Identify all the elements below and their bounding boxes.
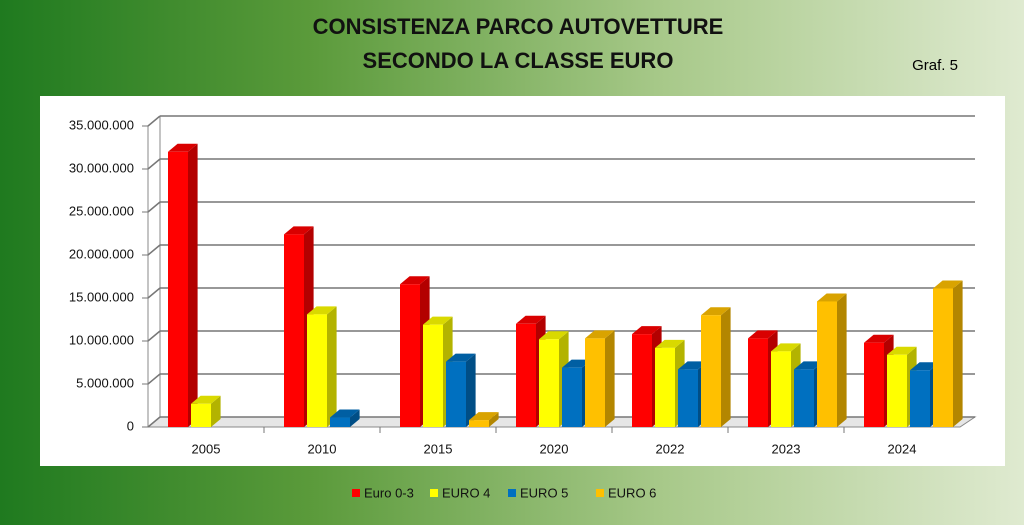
grid-line-side xyxy=(147,115,161,127)
y-tick-label: 5.000.000 xyxy=(76,375,134,390)
y-tick-label: 35.000.000 xyxy=(69,117,134,132)
legend-label: Euro 0-3 xyxy=(364,485,414,500)
chart-title: CONSISTENZA PARCO AUTOVETTURE xyxy=(313,14,724,39)
bar-top xyxy=(446,353,476,362)
y-tick-label: 30.000.000 xyxy=(69,160,134,175)
bar-side xyxy=(211,395,221,427)
y-tick-label: 10.000.000 xyxy=(69,332,134,347)
bar xyxy=(585,338,605,427)
bar-side xyxy=(953,280,963,427)
bar-top xyxy=(585,330,615,339)
legend-label: EURO 4 xyxy=(442,485,490,500)
bar-top xyxy=(864,334,894,343)
bar-top xyxy=(794,361,824,370)
bar xyxy=(655,347,675,427)
bar-top xyxy=(539,331,569,340)
bar xyxy=(910,370,930,427)
y-tick-label: 0 xyxy=(127,418,134,433)
bar xyxy=(400,284,420,427)
bar-top xyxy=(423,316,453,325)
bar xyxy=(446,361,466,427)
legend-label: EURO 5 xyxy=(520,485,568,500)
bar-side xyxy=(605,330,615,427)
legend-swatch xyxy=(508,489,516,497)
grid-line-side xyxy=(147,373,161,385)
grid-line-side xyxy=(147,201,161,213)
bar-top xyxy=(655,339,685,348)
bar xyxy=(562,367,582,427)
bar xyxy=(678,369,698,427)
bar xyxy=(191,403,211,427)
bar-side xyxy=(466,353,476,427)
bar-top xyxy=(910,362,940,371)
x-tick-label: 2022 xyxy=(656,441,685,456)
legend-swatch xyxy=(352,489,360,497)
x-tick-label: 2024 xyxy=(888,441,917,456)
chart-subtitle: SECONDO LA CLASSE EURO xyxy=(363,48,674,73)
x-tick-label: 2005 xyxy=(192,441,221,456)
legend-swatch xyxy=(596,489,604,497)
x-tick-label: 2020 xyxy=(540,441,569,456)
legend-swatch xyxy=(430,489,438,497)
bar xyxy=(516,323,536,427)
bar-side xyxy=(489,412,499,427)
bar-top xyxy=(168,143,198,152)
y-tick-label: 15.000.000 xyxy=(69,289,134,304)
bar-top xyxy=(400,276,430,285)
bar xyxy=(748,338,768,427)
bar xyxy=(887,354,907,427)
bar xyxy=(794,369,814,427)
annotation: Graf. 5 xyxy=(912,57,958,74)
bar-top xyxy=(817,293,847,302)
bar-top xyxy=(562,359,592,368)
bar-top xyxy=(887,346,917,355)
bar xyxy=(771,351,791,427)
y-tick-label: 20.000.000 xyxy=(69,246,134,261)
bar-top xyxy=(933,280,963,289)
bar-top xyxy=(516,315,546,324)
bar xyxy=(330,417,350,427)
bar-side xyxy=(188,143,198,428)
x-tick-label: 2010 xyxy=(308,441,337,456)
bar-top xyxy=(469,412,499,421)
bar-top xyxy=(701,307,731,316)
bar-side xyxy=(350,409,360,427)
bar xyxy=(469,420,489,427)
grid-line-side xyxy=(147,416,161,428)
grid-line-side xyxy=(147,244,161,256)
bar xyxy=(933,288,953,427)
bar-side xyxy=(837,293,847,427)
bar xyxy=(701,315,721,427)
bar-top xyxy=(632,326,662,335)
legend-label: EURO 6 xyxy=(608,485,656,500)
grid-line-side xyxy=(147,287,161,299)
bar xyxy=(864,342,884,427)
bar xyxy=(817,301,837,427)
bar-top xyxy=(748,330,778,339)
y-tick-label: 25.000.000 xyxy=(69,203,134,218)
bar xyxy=(284,234,304,427)
bar xyxy=(632,334,652,427)
x-tick-label: 2015 xyxy=(424,441,453,456)
bar-top xyxy=(191,395,221,404)
x-tick-label: 2023 xyxy=(772,441,801,456)
bar-top xyxy=(330,409,360,418)
bar-top xyxy=(678,361,708,370)
bar-side xyxy=(327,306,337,427)
bar xyxy=(423,324,443,427)
bar-top xyxy=(771,343,801,352)
grid-line-side xyxy=(147,158,161,170)
grid-line-side xyxy=(147,330,161,342)
bar-top xyxy=(307,306,337,315)
bar xyxy=(307,314,327,427)
bar-side xyxy=(721,307,731,427)
bar xyxy=(168,151,188,428)
bar xyxy=(539,339,559,427)
bar-top xyxy=(284,226,314,235)
